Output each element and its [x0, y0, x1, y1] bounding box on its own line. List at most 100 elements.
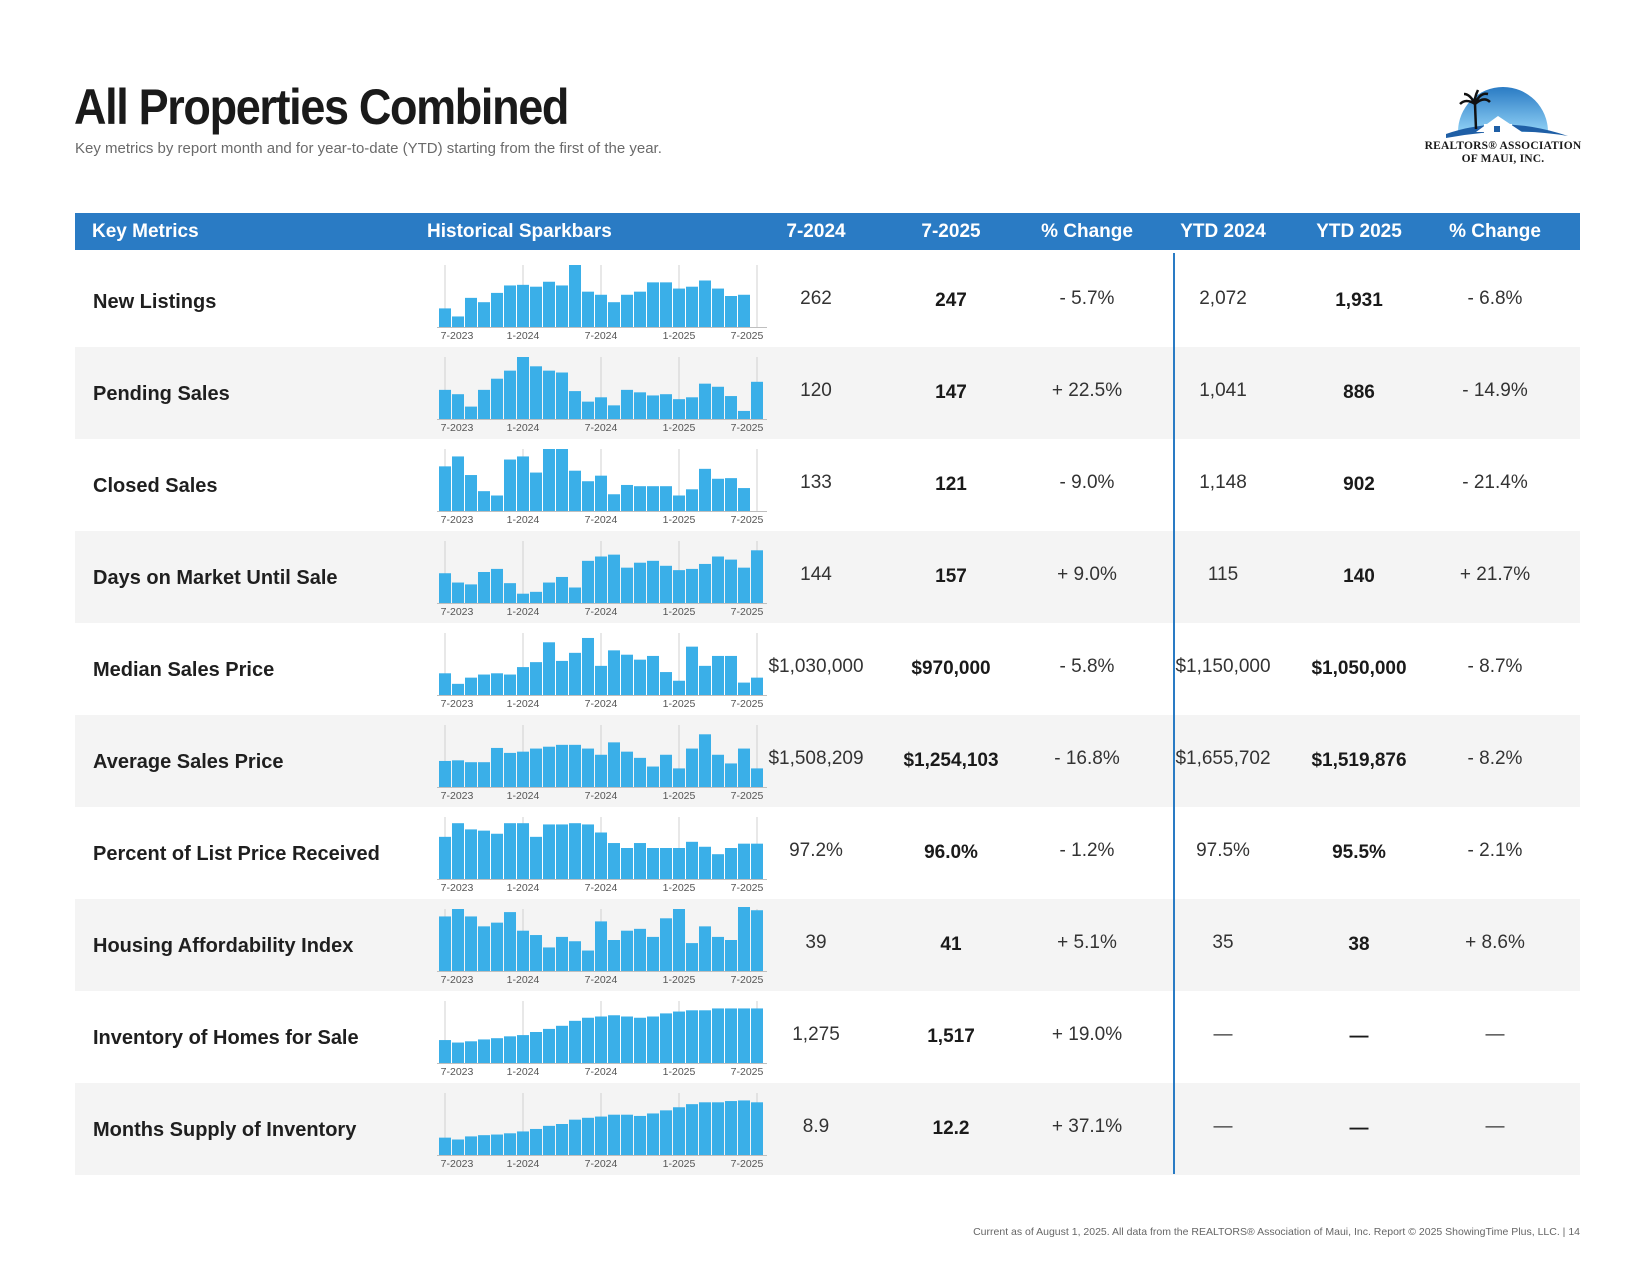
page-footer: Current as of August 1, 2025. All data f… — [973, 1226, 1580, 1238]
sparkbar — [673, 768, 685, 787]
sparkbar — [543, 947, 555, 971]
sparkbar — [530, 472, 542, 511]
sparkbar — [582, 560, 594, 603]
sparkbar — [634, 486, 646, 511]
sparkbar-axis-label: 7-2023 — [441, 606, 474, 618]
cell-y2024: 35 — [1212, 932, 1234, 953]
logo-text-line1: REALTORS® ASSOCIATION — [1424, 140, 1582, 152]
cell-mchg: - 16.8% — [1054, 748, 1120, 769]
sparkbar — [530, 662, 542, 695]
sparkbar — [751, 550, 763, 603]
sparkbar — [608, 554, 620, 603]
cell-mchg: + 9.0% — [1057, 564, 1117, 585]
sparkbar — [608, 843, 620, 879]
sparkbar — [478, 1039, 490, 1063]
sparkbar — [478, 302, 490, 327]
sparkbar — [465, 406, 477, 419]
sparkbar — [465, 677, 477, 695]
sparkbar — [569, 265, 581, 327]
sparkbar — [712, 936, 724, 971]
sparkbar — [556, 744, 568, 787]
sparkbar — [634, 291, 646, 327]
cell-y2025: — — [1349, 1118, 1369, 1139]
sparkbar-axis-label: 1-2025 — [663, 790, 696, 802]
cell-m2025: 157 — [935, 566, 967, 587]
sparkbar — [725, 296, 737, 327]
cell-ychg: - 21.4% — [1462, 472, 1528, 493]
sparkbar — [634, 562, 646, 603]
sparkbar — [647, 1016, 659, 1063]
sparkbar — [582, 481, 594, 511]
sparkbar — [439, 466, 451, 511]
sparkbar-axis-label: 7-2024 — [585, 330, 618, 342]
sparkbar — [582, 1117, 594, 1155]
sparkbar — [530, 1128, 542, 1155]
sparkbar — [647, 560, 659, 603]
sparkbar — [491, 673, 503, 695]
sparkbar-axis-label: 7-2025 — [731, 790, 764, 802]
sparkbar — [504, 285, 516, 327]
association-logo: REALTORS® ASSOCIATION OF MAUI, INC. — [1418, 74, 1588, 166]
sparkbar — [608, 1015, 620, 1063]
sparkbar — [621, 848, 633, 879]
cell-m2025: 12.2 — [932, 1118, 970, 1139]
sparkbar — [439, 308, 451, 327]
sparkbar — [699, 280, 711, 327]
sparkbar — [582, 950, 594, 971]
sparkbar — [699, 1102, 711, 1155]
cell-y2025: — — [1349, 1026, 1369, 1047]
cell-y2025: 1,931 — [1335, 290, 1383, 311]
sparkbar — [621, 567, 633, 603]
table-row: Pending Sales 7-2023 1-2024 7-2024 1-2025 7-2… — [75, 347, 1580, 439]
sparkbar — [465, 475, 477, 511]
sparkbar-chart: 7-2023 1-2024 7-2024 1-2025 7-2025 — [437, 357, 767, 434]
sparkbar — [517, 823, 529, 879]
cell-mchg: - 5.7% — [1059, 288, 1115, 309]
sparkbar — [452, 316, 464, 327]
sparkbar — [556, 936, 568, 971]
cell-m2025: 247 — [935, 290, 967, 311]
col-header-ytd-prev: YTD 2024 — [1180, 221, 1266, 242]
sparkbar — [517, 357, 529, 419]
cell-ychg: - 6.8% — [1467, 288, 1523, 309]
sparkbar — [517, 667, 529, 695]
sparkbar — [491, 1134, 503, 1155]
sparkbar-chart: 7-2023 1-2024 7-2024 1-2025 7-2025 — [437, 449, 767, 526]
sparkbar-axis-label: 7-2025 — [731, 330, 764, 342]
sparkbar — [491, 1038, 503, 1063]
sparkbar — [543, 582, 555, 603]
sparkbar — [452, 394, 464, 419]
sparkbar-axis-label: 1-2025 — [663, 1066, 696, 1078]
metric-label: Days on Market Until Sale — [93, 567, 338, 589]
page-subtitle: Key metrics by report month and for year… — [75, 140, 662, 157]
sparkbar — [517, 1035, 529, 1063]
sparkbar — [751, 381, 763, 419]
sparkbar — [738, 682, 750, 695]
sparkbar — [504, 583, 516, 603]
sparkbar — [478, 572, 490, 603]
sparkbar-axis-label: 1-2024 — [507, 790, 540, 802]
sparkbar — [556, 449, 568, 511]
cell-y2024: — — [1213, 1024, 1233, 1045]
sparkbar-axis-label: 7-2024 — [585, 882, 618, 894]
sparkbar — [452, 1042, 464, 1063]
sparkbar-axis-label: 7-2025 — [731, 1066, 764, 1078]
sparkbar — [621, 930, 633, 971]
sparkbar — [647, 1113, 659, 1155]
sparkbar-axis-label: 1-2025 — [663, 422, 696, 434]
sparkbar — [608, 940, 620, 971]
cell-m2025: 121 — [935, 474, 967, 495]
sparkbar-chart: 7-2023 1-2024 7-2024 1-2025 7-2025 — [437, 1093, 767, 1170]
sparkbar — [465, 297, 477, 327]
table-row: Closed Sales 7-2023 1-2024 7-2024 1-2025 7-20… — [75, 439, 1580, 531]
sparkbar-axis-label: 7-2024 — [585, 1066, 618, 1078]
sparkbar — [621, 751, 633, 787]
sparkbar — [439, 389, 451, 419]
page-title: All Properties Combined — [74, 79, 569, 135]
sparkbar — [621, 484, 633, 511]
sparkbar — [478, 762, 490, 787]
sparkbar-axis-label: 1-2024 — [507, 422, 540, 434]
sparkbar — [504, 752, 516, 787]
sparkbar — [621, 389, 633, 419]
sparkbar — [582, 824, 594, 879]
